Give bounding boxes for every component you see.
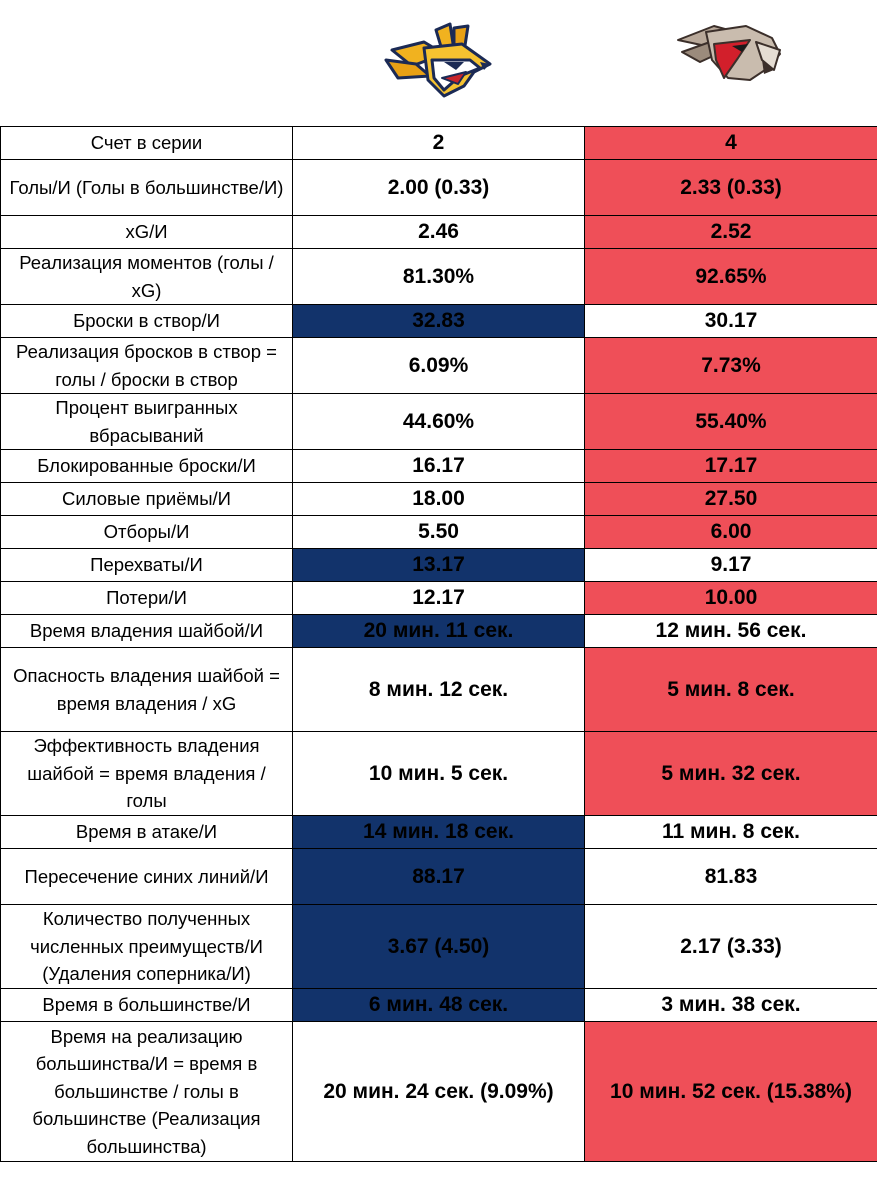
stat-label: Количество полученных численных преимуще…	[0, 904, 293, 989]
stat-value-left-team: 6.09%	[292, 337, 585, 394]
stat-label: Счет в серии	[0, 126, 293, 160]
stat-label: Силовые приёмы/И	[0, 482, 293, 516]
avangard-hawk-logo-icon	[677, 25, 781, 81]
stat-value-left-team: 3.67 (4.50)	[292, 904, 585, 989]
stat-label: Броски в створ/И	[0, 304, 293, 338]
stat-row: Процент выигранных вбрасываний 44.60% 55…	[0, 393, 877, 450]
stat-row: Реализация моментов (голы / xG) 81.30% 9…	[0, 248, 877, 305]
stat-row: Голы/И (Голы в большинстве/И) 2.00 (0.33…	[0, 159, 877, 216]
stat-row: Счет в серии 2 4	[0, 126, 877, 160]
stat-row: Силовые приёмы/И 18.00 27.50	[0, 482, 877, 516]
stat-value-left-team: 5.50	[292, 515, 585, 549]
stat-label: Опасность владения шайбой = время владен…	[0, 647, 293, 732]
stat-value-left-team: 13.17	[292, 548, 585, 582]
stat-row: Время владения шайбой/И 20 мин. 11 сек. …	[0, 614, 877, 648]
stat-value-right-team: 5 мин. 32 сек.	[584, 731, 877, 816]
stat-row: Время в большинстве/И 6 мин. 48 сек. 3 м…	[0, 988, 877, 1022]
stat-value-right-team: 9.17	[584, 548, 877, 582]
stat-label: Отборы/И	[0, 515, 293, 549]
stat-label: Время владения шайбой/И	[0, 614, 293, 648]
stats-table: Счет в серии 2 4 Голы/И (Голы в большинс…	[0, 126, 877, 1162]
stat-value-right-team: 4	[584, 126, 877, 160]
stat-row: Отборы/И 5.50 6.00	[0, 515, 877, 549]
stat-label: Реализация моментов (голы / xG)	[0, 248, 293, 305]
stats-table-body: Счет в серии 2 4 Голы/И (Голы в большинс…	[0, 126, 877, 1162]
stat-value-left-team: 12.17	[292, 581, 585, 615]
stat-label: xG/И	[0, 215, 293, 249]
stat-value-left-team: 44.60%	[292, 393, 585, 450]
stat-row: xG/И 2.46 2.52	[0, 215, 877, 249]
stat-row: Потери/И 12.17 10.00	[0, 581, 877, 615]
stat-value-right-team: 92.65%	[584, 248, 877, 305]
stat-value-right-team: 10.00	[584, 581, 877, 615]
stat-value-left-team: 6 мин. 48 сек.	[292, 988, 585, 1022]
stat-label: Блокированные броски/И	[0, 449, 293, 483]
stat-label: Время в большинстве/И	[0, 988, 293, 1022]
stat-value-right-team: 17.17	[584, 449, 877, 483]
stat-value-left-team: 16.17	[292, 449, 585, 483]
stat-value-left-team: 2	[292, 126, 585, 160]
stat-label: Голы/И (Голы в большинстве/И)	[0, 159, 293, 216]
stat-value-left-team: 81.30%	[292, 248, 585, 305]
stat-value-right-team: 81.83	[584, 848, 877, 905]
stat-value-left-team: 88.17	[292, 848, 585, 905]
stat-label: Потери/И	[0, 581, 293, 615]
stat-value-left-team: 2.00 (0.33)	[292, 159, 585, 216]
stat-value-right-team: 55.40%	[584, 393, 877, 450]
stat-value-right-team: 10 мин. 52 сек. (15.38%)	[584, 1021, 877, 1162]
stat-value-left-team: 8 мин. 12 сек.	[292, 647, 585, 732]
stat-row: Броски в створ/И 32.83 30.17	[0, 304, 877, 338]
stat-row: Время в атаке/И 14 мин. 18 сек. 11 мин. …	[0, 815, 877, 849]
stat-value-left-team: 20 мин. 11 сек.	[292, 614, 585, 648]
stat-value-left-team: 18.00	[292, 482, 585, 516]
stat-value-right-team: 2.52	[584, 215, 877, 249]
stat-value-right-team: 27.50	[584, 482, 877, 516]
stat-value-left-team: 20 мин. 24 сек. (9.09%)	[292, 1021, 585, 1162]
stat-value-right-team: 12 мин. 56 сек.	[584, 614, 877, 648]
stat-label: Эффективность владения шайбой = время вл…	[0, 731, 293, 816]
stat-row: Перехваты/И 13.17 9.17	[0, 548, 877, 582]
stat-value-left-team: 14 мин. 18 сек.	[292, 815, 585, 849]
stat-label: Время в атаке/И	[0, 815, 293, 849]
stat-label: Перехваты/И	[0, 548, 293, 582]
stat-value-right-team: 11 мин. 8 сек.	[584, 815, 877, 849]
stat-value-left-team: 32.83	[292, 304, 585, 338]
stat-row: Время на реализацию большинства/И = врем…	[0, 1021, 877, 1162]
stat-value-right-team: 30.17	[584, 304, 877, 338]
stat-row: Пересечение синих линий/И 88.17 81.83	[0, 848, 877, 905]
stat-label: Пересечение синих линий/И	[0, 848, 293, 905]
stat-row: Блокированные броски/И 16.17 17.17	[0, 449, 877, 483]
stat-label: Реализация бросков в створ = голы / брос…	[0, 337, 293, 394]
stat-value-right-team: 2.17 (3.33)	[584, 904, 877, 989]
stat-value-right-team: 6.00	[584, 515, 877, 549]
metallurg-steel-fox-logo-icon	[384, 22, 492, 98]
stat-value-right-team: 3 мин. 38 сек.	[584, 988, 877, 1022]
header	[0, 0, 877, 126]
stat-row: Опасность владения шайбой = время владен…	[0, 647, 877, 732]
stat-row: Реализация бросков в створ = голы / брос…	[0, 337, 877, 394]
stat-value-right-team: 7.73%	[584, 337, 877, 394]
stat-row: Эффективность владения шайбой = время вл…	[0, 731, 877, 816]
stat-value-left-team: 2.46	[292, 215, 585, 249]
stat-row: Количество полученных численных преимуще…	[0, 904, 877, 989]
stat-label: Процент выигранных вбрасываний	[0, 393, 293, 450]
stat-value-left-team: 10 мин. 5 сек.	[292, 731, 585, 816]
stat-value-right-team: 5 мин. 8 сек.	[584, 647, 877, 732]
stat-value-right-team: 2.33 (0.33)	[584, 159, 877, 216]
stat-label: Время на реализацию большинства/И = врем…	[0, 1021, 293, 1162]
